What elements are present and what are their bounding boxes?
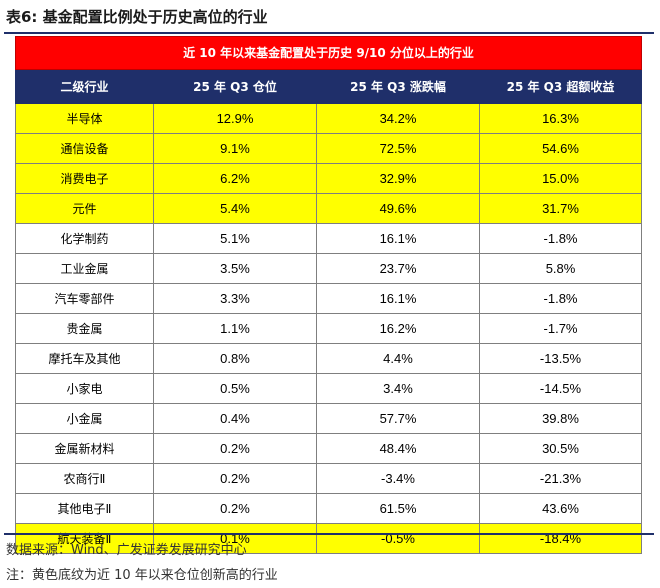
table-banner-row: 近 10 年以来基金配置处于历史 9/10 分位以上的行业	[14, 36, 643, 70]
position-cell: 12.9%	[153, 103, 317, 134]
change-cell: 32.9%	[316, 163, 480, 194]
position-cell: 0.8%	[153, 343, 317, 374]
excess-return-cell: 5.8%	[478, 253, 643, 284]
change-cell: 4.4%	[316, 343, 480, 374]
table-row: 化学制药 5.1% 16.1% -1.8%	[15, 223, 643, 254]
position-cell: 0.2%	[153, 433, 317, 464]
position-cell: 5.1%	[153, 223, 317, 254]
table-row: 工业金属 3.5% 23.7% 5.8%	[15, 253, 643, 284]
table-row: 半导体 12.9% 34.2% 16.3%	[15, 103, 643, 134]
excess-return-cell: 15.0%	[478, 163, 643, 194]
excess-return-cell: -13.5%	[478, 343, 643, 374]
title-divider	[4, 32, 654, 34]
industry-cell: 小金属	[15, 403, 154, 434]
industry-cell: 贵金属	[15, 313, 154, 344]
industry-cell: 航天装备Ⅱ	[15, 523, 154, 554]
industry-cell: 农商行Ⅱ	[15, 463, 154, 494]
excess-return-cell: 54.6%	[478, 133, 643, 164]
industry-cell: 化学制药	[15, 223, 154, 254]
industry-cell: 金属新材料	[15, 433, 154, 464]
excess-return-cell: 39.8%	[478, 403, 643, 434]
table-row: 小金属 0.4% 57.7% 39.8%	[15, 403, 643, 434]
table-row: 小家电 0.5% 3.4% -14.5%	[15, 373, 643, 404]
change-cell: 3.4%	[316, 373, 480, 404]
change-cell: -0.5%	[316, 523, 480, 554]
source-note: 数据来源：Wind、广发证券发展研究中心	[6, 543, 247, 558]
change-cell: 23.7%	[316, 253, 480, 284]
excess-return-cell: -1.8%	[478, 223, 643, 254]
position-cell: 0.4%	[153, 403, 317, 434]
position-cell: 6.2%	[153, 163, 317, 194]
change-cell: 16.1%	[316, 223, 480, 254]
industry-cell: 元件	[15, 193, 154, 224]
table-row: 金属新材料 0.2% 48.4% 30.5%	[15, 433, 643, 464]
change-cell: 16.2%	[316, 313, 480, 344]
table-row: 元件 5.4% 49.6% 31.7%	[15, 193, 643, 224]
table-title: 表6: 基金配置比例处于历史高位的行业	[6, 8, 268, 26]
excess-return-cell: 43.6%	[478, 493, 643, 524]
header-industry: 二级行业	[15, 69, 154, 104]
excess-return-cell: 16.3%	[478, 103, 643, 134]
position-cell: 1.1%	[153, 313, 317, 344]
industry-cell: 小家电	[15, 373, 154, 404]
table-row: 其他电子Ⅱ 0.2% 61.5% 43.6%	[15, 493, 643, 524]
table-row: 摩托车及其他 0.8% 4.4% -13.5%	[15, 343, 643, 374]
change-cell: 49.6%	[316, 193, 480, 224]
header-position: 25 年 Q3 仓位	[153, 69, 317, 104]
excess-return-cell: -1.8%	[478, 283, 643, 314]
header-excess-return: 25 年 Q3 超额收益	[478, 69, 643, 104]
excess-return-cell: -21.3%	[478, 463, 643, 494]
bottom-divider	[4, 533, 654, 535]
change-cell: 61.5%	[316, 493, 480, 524]
excess-return-cell: -14.5%	[478, 373, 643, 404]
table-row: 消费电子 6.2% 32.9% 15.0%	[15, 163, 643, 194]
industry-allocation-table: 近 10 年以来基金配置处于历史 9/10 分位以上的行业 二级行业 25 年 …	[14, 36, 643, 554]
change-cell: 34.2%	[316, 103, 480, 134]
table-row: 航天装备Ⅱ 0.1% -0.5% -18.4%	[15, 523, 643, 554]
table-row: 通信设备 9.1% 72.5% 54.6%	[15, 133, 643, 164]
position-cell: 0.5%	[153, 373, 317, 404]
table-banner: 近 10 年以来基金配置处于历史 9/10 分位以上的行业	[14, 36, 643, 70]
table-row: 贵金属 1.1% 16.2% -1.7%	[15, 313, 643, 344]
position-cell: 0.2%	[153, 493, 317, 524]
change-cell: 16.1%	[316, 283, 480, 314]
change-cell: 57.7%	[316, 403, 480, 434]
change-cell: 48.4%	[316, 433, 480, 464]
excess-return-cell: -1.7%	[478, 313, 643, 344]
excess-return-cell: 31.7%	[478, 193, 643, 224]
industry-cell: 其他电子Ⅱ	[15, 493, 154, 524]
industry-cell: 通信设备	[15, 133, 154, 164]
industry-cell: 工业金属	[15, 253, 154, 284]
header-change: 25 年 Q3 涨跌幅	[316, 69, 480, 104]
position-cell: 5.4%	[153, 193, 317, 224]
industry-cell: 消费电子	[15, 163, 154, 194]
excess-return-cell: -18.4%	[478, 523, 643, 554]
industry-cell: 半导体	[15, 103, 154, 134]
table-row: 农商行Ⅱ 0.2% -3.4% -21.3%	[15, 463, 643, 494]
position-cell: 3.5%	[153, 253, 317, 284]
change-cell: 72.5%	[316, 133, 480, 164]
highlight-note: 注：黄色底纹为近 10 年以来仓位创新高的行业	[6, 568, 278, 583]
industry-cell: 汽车零部件	[15, 283, 154, 314]
position-cell: 3.3%	[153, 283, 317, 314]
table-header-row: 二级行业 25 年 Q3 仓位 25 年 Q3 涨跌幅 25 年 Q3 超额收益	[15, 69, 643, 104]
industry-cell: 摩托车及其他	[15, 343, 154, 374]
change-cell: -3.4%	[316, 463, 480, 494]
position-cell: 9.1%	[153, 133, 317, 164]
excess-return-cell: 30.5%	[478, 433, 643, 464]
position-cell: 0.2%	[153, 463, 317, 494]
table-row: 汽车零部件 3.3% 16.1% -1.8%	[15, 283, 643, 314]
